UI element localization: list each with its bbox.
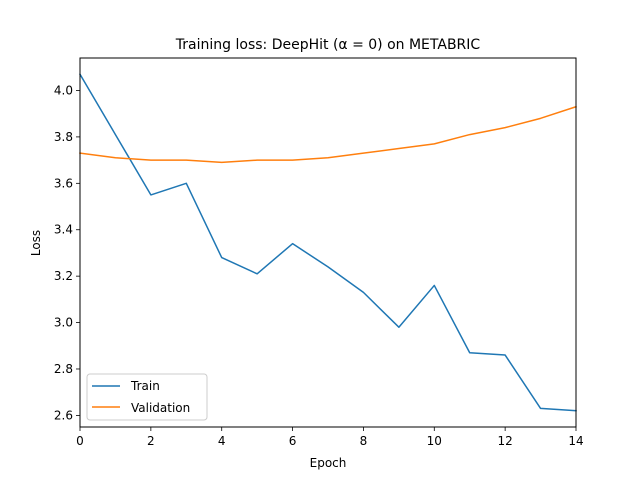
x-tick-label: 14 — [568, 434, 583, 448]
plot-frame — [79, 57, 577, 428]
x-tick-label: 2 — [147, 434, 155, 448]
x-tick-label: 8 — [360, 434, 368, 448]
legend-label-validation: Validation — [131, 401, 190, 415]
x-tick-label: 10 — [427, 434, 442, 448]
chart-title: Training loss: DeepHit (α = 0) on METABR… — [175, 37, 481, 53]
y-tick-label: 3.0 — [54, 316, 73, 330]
y-tick-label: 3.4 — [54, 223, 73, 237]
y-tick-label: 2.6 — [54, 408, 73, 422]
y-axis: 2.6 2.8 3.0 3.2 3.4 3.6 3.8 4.0 — [54, 83, 80, 422]
y-tick-label: 2.8 — [54, 362, 73, 376]
x-axis: 0 2 4 6 8 10 12 14 — [76, 427, 584, 448]
x-axis-label: Epoch — [310, 456, 347, 470]
x-tick-label: 6 — [289, 434, 297, 448]
x-tick-label: 4 — [218, 434, 226, 448]
y-tick-label: 4.0 — [54, 83, 73, 97]
y-tick-label: 3.6 — [54, 176, 73, 190]
x-tick-label: 12 — [498, 434, 513, 448]
y-tick-label: 3.8 — [54, 130, 73, 144]
x-tick-label: 0 — [76, 434, 84, 448]
series-line-train — [78, 73, 577, 412]
legend-label-train: Train — [130, 379, 160, 393]
plot-lines — [78, 73, 577, 412]
legend: Train Validation — [86, 373, 208, 421]
series-line-validation — [79, 105, 577, 164]
y-axis-label: Loss — [29, 230, 43, 256]
y-tick-label: 3.2 — [54, 269, 73, 283]
